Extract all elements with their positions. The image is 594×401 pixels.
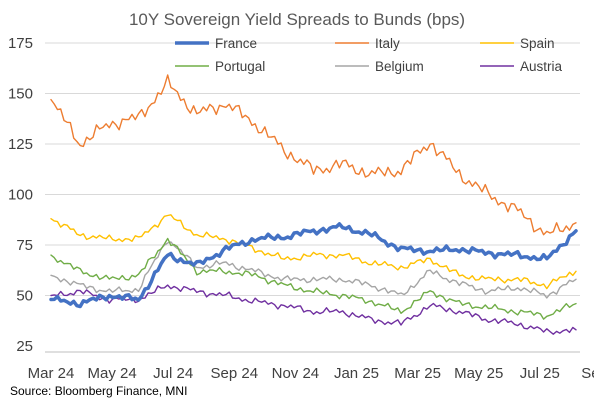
legend-item-belgium: Belgium: [335, 59, 424, 74]
x-tick-label: Jan 25: [334, 365, 379, 382]
series-line-france: [49, 222, 578, 309]
x-tick-label: May 24: [87, 365, 136, 382]
legend-item-austria: Austria: [480, 59, 563, 74]
y-tick-label: 25: [16, 338, 33, 355]
legend-item-spain: Spain: [480, 36, 555, 51]
legend-label: Italy: [375, 36, 400, 51]
legend-label: Belgium: [375, 59, 424, 74]
gridlines: [45, 42, 580, 296]
chart-title: 10Y Sovereign Yield Spreads to Bunds (bp…: [129, 10, 465, 29]
legend-label: Portugal: [215, 59, 265, 74]
legend-label: Spain: [520, 36, 555, 51]
legend-item-france: France: [175, 36, 257, 51]
series-line-italy: [50, 74, 577, 236]
y-axis-ticks: 25 50 75 100 125 150 175: [8, 35, 33, 355]
series-line-spain: [50, 214, 577, 290]
x-axis-ticks: Mar 24 May 24 Jul 24 Sep 24 Nov 24 Jan 25 Mar …: [28, 365, 594, 382]
source-note: Source: Bloomberg Finance, MNI: [10, 384, 187, 398]
y-tick-label: 75: [16, 237, 33, 254]
x-tick-label: Mar 25: [394, 365, 441, 382]
y-tick-label: 50: [16, 288, 33, 305]
legend-item-italy: Italy: [335, 36, 400, 51]
series-lines: [49, 74, 578, 335]
series-line-portugal: [50, 237, 577, 320]
y-tick-label: 125: [8, 136, 33, 153]
x-tick-label: Sep 2: [581, 365, 594, 382]
x-tick-label: Nov 24: [272, 365, 320, 382]
series-line-belgium: [50, 241, 577, 299]
x-tick-label: May 25: [454, 365, 503, 382]
x-tick-label: Jul 24: [153, 365, 193, 382]
x-tick-label: Sep 24: [211, 365, 259, 382]
x-tick-label: Jul 25: [520, 365, 560, 382]
legend-label: Austria: [520, 59, 563, 74]
legend: France Italy Spain Portugal Belgium Austria: [175, 36, 563, 74]
legend-label: France: [215, 36, 257, 51]
x-tick-label: Mar 24: [28, 365, 75, 382]
y-tick-label: 100: [8, 187, 33, 204]
legend-item-portugal: Portugal: [175, 59, 265, 74]
y-tick-label: 150: [8, 86, 33, 103]
y-tick-label: 175: [8, 35, 33, 52]
